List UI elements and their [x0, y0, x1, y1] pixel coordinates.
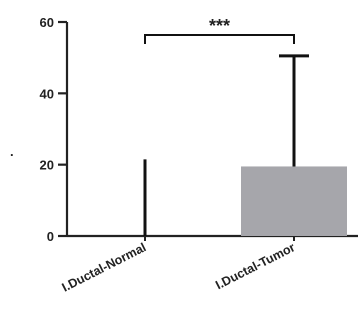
- y-tick-label: 60: [40, 15, 54, 30]
- bar: [241, 166, 347, 236]
- bars: [241, 166, 347, 236]
- error-bars: [143, 54, 309, 236]
- y-tick-label: 20: [40, 158, 54, 173]
- category-label: I.Ductal-Tumor: [213, 240, 297, 292]
- significance-bracket: ***: [144, 16, 295, 44]
- significance-label: ***: [209, 16, 230, 36]
- category-labels: I.Ductal-Normal I.Ductal-Tumor: [60, 236, 297, 295]
- y-tick-label: 40: [40, 86, 54, 101]
- y-axis: 0 20 40 60: [40, 15, 69, 244]
- significance-bracket-line: [144, 34, 295, 44]
- y-tick-label: 0: [47, 229, 54, 244]
- y-axis-label: .: [10, 144, 14, 159]
- category-label: I.Ductal-Normal: [60, 240, 149, 294]
